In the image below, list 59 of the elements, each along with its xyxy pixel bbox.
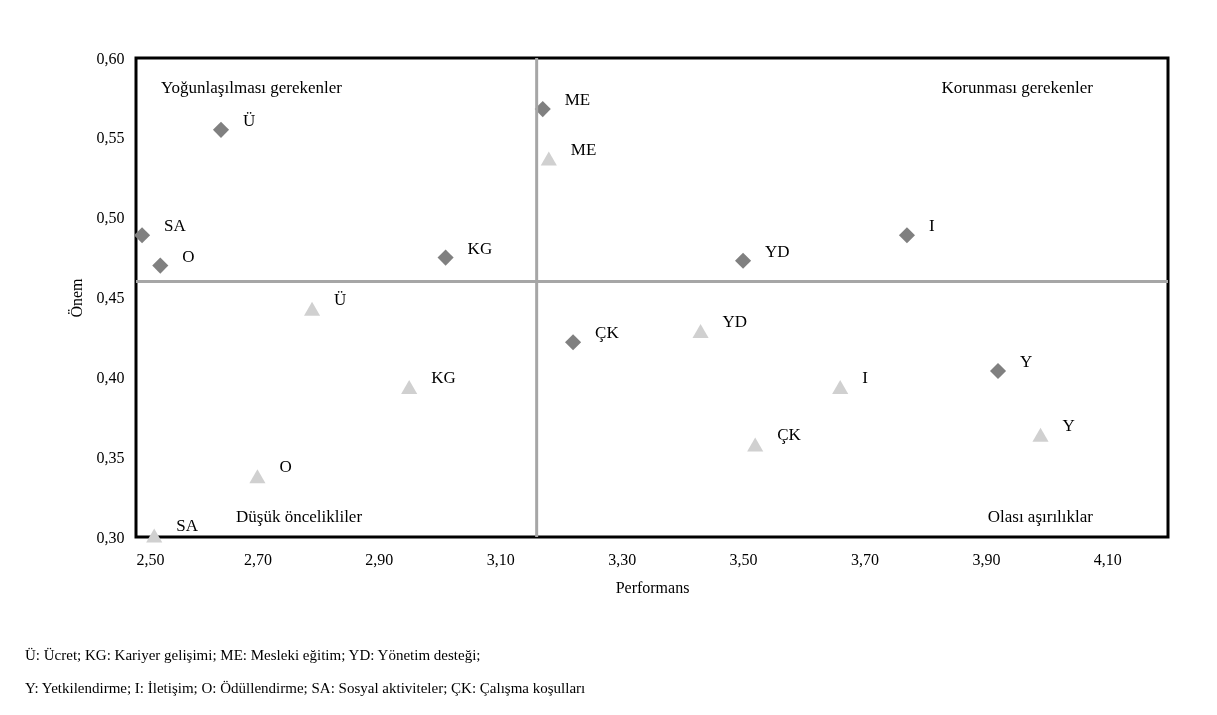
x-tick-label: 2,70 — [243, 550, 272, 568]
y-tick-label: 0,55 — [96, 129, 125, 147]
text: Ü: Ücret; KG: Kariyer gelişimi; ME: Mesleki eğitim; YD: Yönetim desteği; — [25, 647, 481, 663]
y-tick-label: 0,60 — [96, 49, 125, 67]
point — [401, 379, 418, 394]
annotation: Y — [1062, 415, 1075, 435]
point — [437, 249, 454, 266]
point — [735, 252, 752, 269]
x-tick-label: 4,10 — [1093, 550, 1122, 568]
point — [249, 469, 266, 484]
point — [898, 227, 916, 244]
annotation: Olası aşırılıklar — [987, 507, 1094, 526]
point — [146, 528, 163, 543]
annotation: O — [182, 246, 195, 266]
text: Y: Yetkilendirme; I: İletişim; O: Ödüllendirme; SA: Sosyal aktiviteler; ÇK: Çalışma koşulları — [25, 680, 586, 696]
point — [152, 257, 169, 274]
point — [832, 379, 849, 394]
x-tick-label: 3,10 — [486, 550, 515, 568]
x-axis-title: Performans — [615, 578, 690, 596]
annotation: Y — [1020, 351, 1033, 371]
annotation: SA — [164, 216, 187, 236]
annotation: ÇK — [595, 323, 620, 343]
y-tick-label: 0,40 — [96, 368, 125, 386]
annotation: Düşük öncelikliler — [236, 507, 363, 526]
x-tick-label: 3,90 — [972, 550, 1001, 568]
y-tick-label: 0,30 — [96, 528, 125, 546]
annotation: SA — [176, 516, 199, 536]
annotation: ME — [570, 139, 597, 159]
annotation: O — [279, 457, 292, 477]
y-tick-label: 0,50 — [96, 209, 125, 227]
annotation: YD — [765, 241, 790, 261]
y-tick-label: 0,45 — [96, 289, 125, 306]
point — [1032, 427, 1049, 442]
annotation: Ü — [334, 289, 347, 309]
point — [134, 227, 151, 244]
y-tick-label: 0,35 — [96, 448, 125, 466]
y-axis-title: Önem — [67, 277, 85, 318]
point — [747, 437, 764, 452]
annotation: I — [862, 367, 869, 387]
point — [989, 362, 1007, 380]
annotation: YD — [722, 312, 748, 332]
annotation: Yoğunlaşılması gerekenler — [161, 78, 343, 97]
point — [212, 121, 230, 138]
annotation: KG — [431, 367, 456, 387]
annotation: I — [928, 216, 935, 236]
annotation: Ü — [242, 110, 256, 130]
point — [692, 324, 709, 339]
x-tick-label: 2,50 — [136, 550, 165, 568]
x-tick-label: 3,70 — [850, 550, 879, 568]
point — [565, 334, 582, 351]
point — [540, 151, 557, 166]
point — [303, 301, 321, 316]
annotation: ÇK — [777, 425, 802, 445]
annotation: Korunması gerekenler — [941, 78, 1094, 97]
x-tick-label: 3,50 — [729, 550, 758, 568]
x-tick-label: 2,90 — [365, 550, 394, 568]
x-tick-label: 3,30 — [608, 550, 637, 568]
annotation: ME — [564, 90, 591, 110]
annotation: KG — [467, 238, 493, 258]
